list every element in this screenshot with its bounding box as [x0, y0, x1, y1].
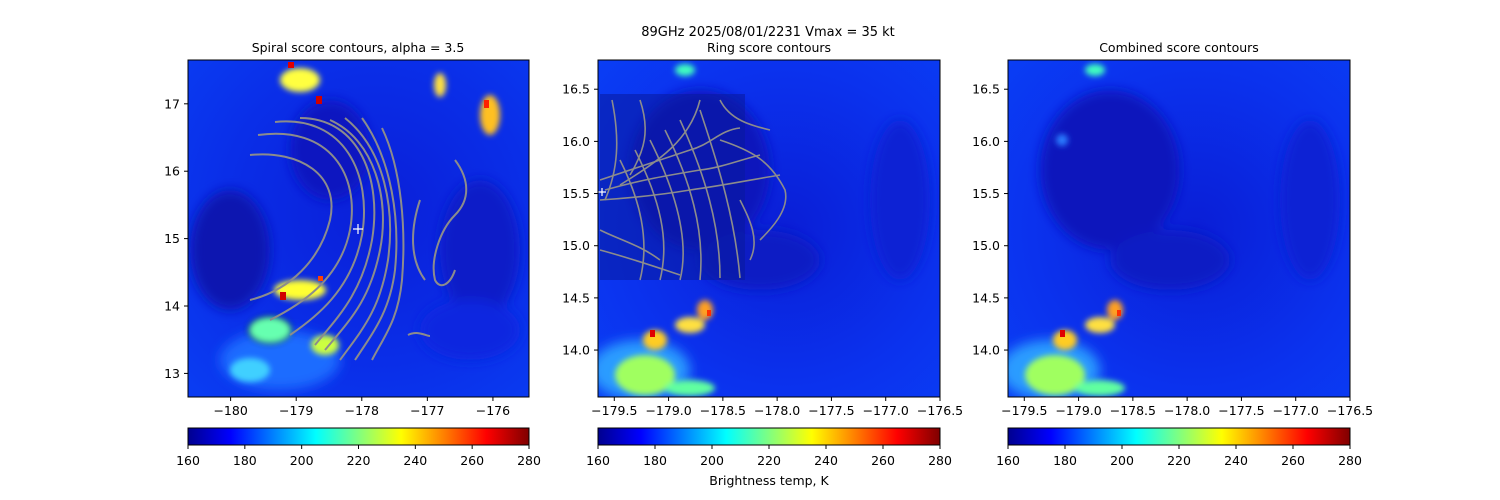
- colorbar-tick-label: 240: [403, 453, 427, 468]
- colorbar-tick-label: 180: [643, 453, 667, 468]
- y-tick-label: 15.0: [972, 238, 1000, 253]
- colorbar-tick-label: 160: [176, 453, 200, 468]
- panel-title: Ring score contours: [707, 40, 831, 55]
- x-tick-label: −177.5: [1218, 403, 1264, 418]
- colorbar-tick-label: 200: [1110, 453, 1134, 468]
- x-ticks: −179.5 −179.0 −178.5 −178.0 −177.5 −177.0 −176…: [591, 397, 963, 418]
- x-tick-label: −178.0: [1164, 403, 1210, 418]
- colorbar-tick-label: 220: [1167, 453, 1191, 468]
- colorbar-tick-label: 280: [517, 453, 541, 468]
- y-ticks: 13 14 15 16 17: [164, 96, 188, 381]
- y-tick-label: 17: [164, 96, 180, 111]
- y-ticks: 14.0 14.5 15.0 15.5 16.0 16.5: [972, 82, 1008, 358]
- colorbar-tick-label: 280: [928, 453, 952, 468]
- y-tick-label: 16.0: [562, 134, 590, 149]
- x-tick-label: −176: [476, 403, 510, 418]
- colorbar-tick-label: 180: [1053, 453, 1077, 468]
- panel-title: Combined score contours: [1099, 40, 1259, 55]
- x-tick-label: −177: [410, 403, 444, 418]
- colorbar-tick-label: 160: [586, 453, 610, 468]
- colorbar-tick-label: 280: [1338, 453, 1362, 468]
- panel-ring: Ring score contours: [562, 40, 963, 488]
- y-tick-label: 16: [164, 164, 180, 179]
- colorbar: 160 180 200 220 240 260 280: [176, 427, 541, 468]
- colorbar-ticks: 160 180 200 220 240 260 280: [996, 445, 1362, 468]
- x-tick-label: −176.5: [1327, 403, 1373, 418]
- x-ticks: −180 −179 −178 −177 −176: [213, 397, 510, 418]
- colorbar-ticks: 160 180 200 220 240 260 280: [176, 445, 541, 468]
- colorbar-tick-label: 260: [460, 453, 484, 468]
- colorbar-tick-label: 260: [1281, 453, 1305, 468]
- x-tick-label: −178.0: [754, 403, 800, 418]
- colorbar-tick-label: 180: [233, 453, 257, 468]
- y-tick-label: 15.5: [972, 186, 1000, 201]
- y-tick-label: 15.5: [562, 186, 590, 201]
- center-marker: [598, 188, 606, 196]
- center-marker: [353, 224, 363, 234]
- x-tick-label: −180: [213, 403, 247, 418]
- x-tick-label: −177.5: [808, 403, 854, 418]
- panel-title: Spiral score contours, alpha = 3.5: [252, 40, 465, 55]
- colorbar-tick-label: 240: [814, 453, 838, 468]
- figure-suptitle: 89GHz 2025/08/01/2231 Vmax = 35 kt: [641, 25, 895, 40]
- x-tick-label: −176.5: [917, 403, 963, 418]
- x-tick-label: −178: [345, 403, 379, 418]
- colorbar-swatch: [1007, 427, 1351, 446]
- y-tick-label: 14.0: [972, 343, 1000, 358]
- colorbar-ticks: 160 180 200 220 240 260 280: [586, 445, 952, 468]
- x-tick-label: −179: [279, 403, 313, 418]
- colorbar-tick-label: 260: [871, 453, 895, 468]
- panel-spiral: Spiral score contours, alpha = 3.5: [164, 40, 541, 468]
- heatmap-ring: [598, 60, 940, 397]
- y-tick-label: 14.0: [562, 343, 590, 358]
- x-ticks: −179.5 −179.0 −178.5 −178.0 −177.5 −177.0 −176…: [1001, 397, 1373, 418]
- colorbar-swatch: [187, 427, 530, 446]
- colorbar: 160 180 200 220 240 260 280: [586, 427, 952, 468]
- colorbar-swatch: [597, 427, 941, 446]
- heatmap-combined: [1008, 60, 1350, 397]
- colorbar-tick-label: 220: [757, 453, 781, 468]
- x-tick-label: −178.5: [700, 403, 746, 418]
- x-tick-label: −177.0: [863, 403, 909, 418]
- x-tick-label: −178.5: [1110, 403, 1156, 418]
- y-tick-label: 14: [164, 299, 180, 314]
- y-tick-label: 16.0: [972, 134, 1000, 149]
- y-ticks: 14.0 14.5 15.0 15.5 16.0 16.5: [562, 82, 598, 358]
- x-tick-label: −179.5: [1001, 403, 1047, 418]
- heatmap-spiral: [188, 60, 529, 397]
- colorbar-tick-label: 200: [700, 453, 724, 468]
- axes-frame: [187, 59, 530, 398]
- y-tick-label: 15.0: [562, 238, 590, 253]
- x-tick-label: −179.5: [591, 403, 637, 418]
- colorbar-tick-label: 220: [347, 453, 371, 468]
- y-tick-label: 16.5: [972, 82, 1000, 97]
- y-tick-label: 16.5: [562, 82, 590, 97]
- x-tick-label: −179.0: [1055, 403, 1101, 418]
- y-tick-label: 15: [164, 231, 180, 246]
- colorbar-tick-label: 200: [290, 453, 314, 468]
- y-tick-label: 13: [164, 366, 180, 381]
- x-tick-label: −177.0: [1273, 403, 1319, 418]
- colorbar-tick-label: 160: [996, 453, 1020, 468]
- y-tick-label: 14.5: [972, 290, 1000, 305]
- axes-frame: [597, 59, 941, 398]
- panel-combined: Combined score contours −179.5 −17: [972, 40, 1373, 468]
- x-tick-label: −179.0: [645, 403, 691, 418]
- colorbar-label: Brightness temp, K: [709, 473, 829, 488]
- axes-frame: [1007, 59, 1351, 398]
- colorbar-tick-label: 240: [1224, 453, 1248, 468]
- y-tick-label: 14.5: [562, 290, 590, 305]
- colorbar: 160 180 200 220 240 260 280: [996, 427, 1362, 468]
